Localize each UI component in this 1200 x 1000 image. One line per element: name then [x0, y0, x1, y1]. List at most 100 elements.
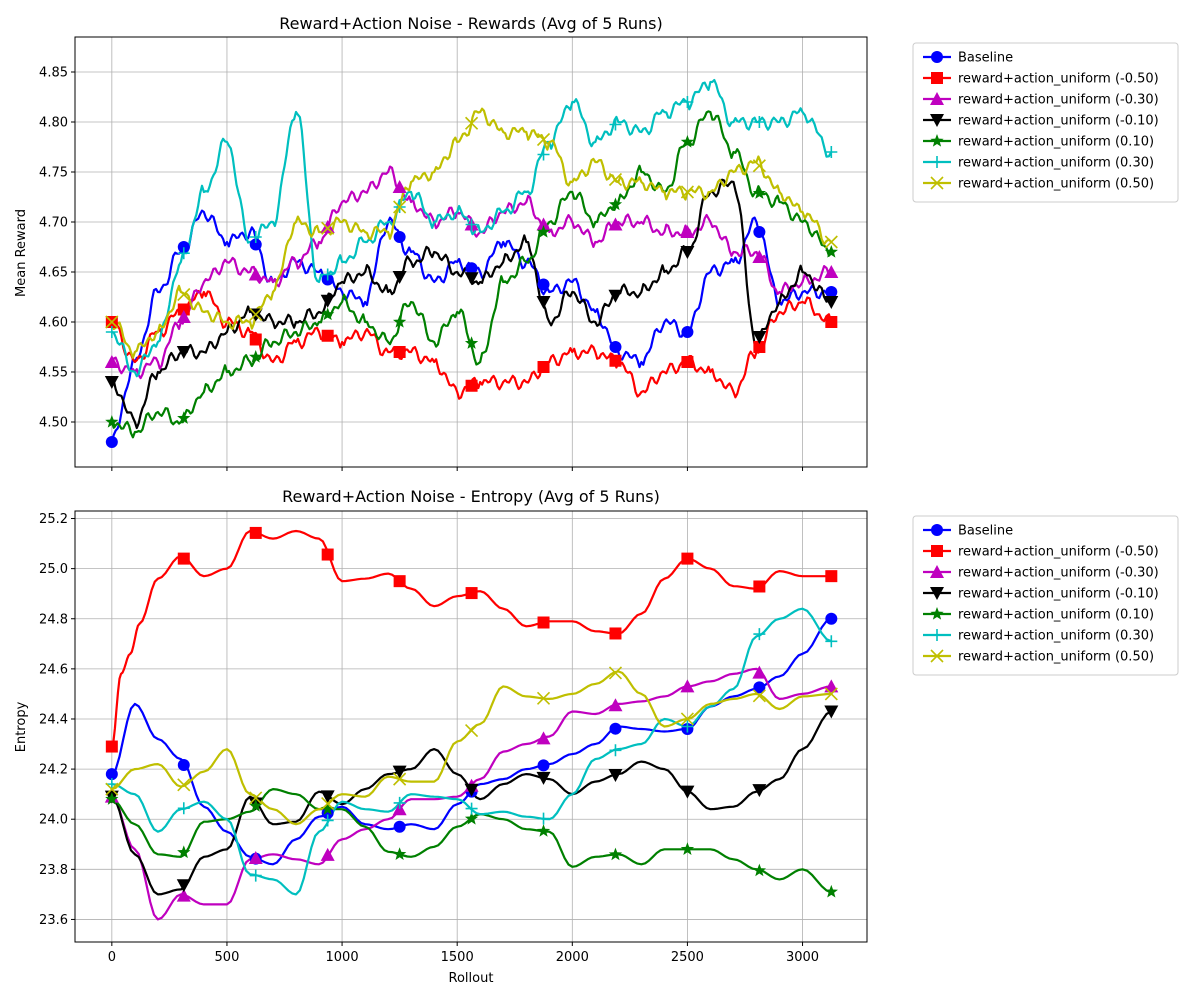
- rewards-data-point: [681, 356, 694, 368]
- entropy-x-tick-label: 3000: [786, 950, 819, 965]
- rewards-data-point: [249, 333, 262, 346]
- rewards-data-point: [105, 415, 119, 428]
- entropy-y-tick-label: 25.2: [39, 512, 68, 527]
- entropy-data-point: [176, 888, 191, 902]
- entropy-data-point: [753, 628, 766, 641]
- rewards-data-point: [753, 341, 766, 353]
- entropy-data-point: [105, 792, 119, 805]
- rewards-data-point: [249, 350, 263, 363]
- entropy-y-tick-label: 23.8: [39, 863, 68, 878]
- entropy-data-point: [825, 570, 838, 583]
- entropy-data-point: [465, 802, 478, 815]
- entropy-x-tick-label: 1500: [441, 950, 474, 965]
- rewards-y-tick-label: 4.75: [39, 166, 68, 181]
- rewards-data-point: [105, 326, 118, 338]
- entropy-data-point: [752, 665, 767, 679]
- entropy-data-point: [321, 548, 334, 561]
- rewards-chart-panel: Reward+Action Noise - Rewards (Avg of 5 …: [14, 14, 1179, 471]
- rewards-data-point: [249, 238, 262, 251]
- entropy-legend-item: reward+action_uniform (0.30): [923, 629, 1154, 644]
- rewards-series-line-baseline: [110, 209, 832, 443]
- rewards-data-point: [249, 307, 263, 322]
- entropy-data-point: [680, 842, 695, 855]
- rewards-data-point: [537, 148, 550, 161]
- entropy-chart-panel: Reward+Action Noise - Entropy (Avg of 5 …: [14, 487, 1179, 986]
- entropy-x-tick-label: 1000: [326, 950, 359, 965]
- rewards-legend-item: reward+action_uniform (0.10): [923, 134, 1154, 150]
- entropy-series-line-reward-action-uniform-0-50: [110, 529, 832, 747]
- rewards-data-point: [609, 118, 622, 131]
- rewards-data-point: [825, 286, 838, 298]
- entropy-data-point: [536, 771, 551, 785]
- rewards-ticks: 4.50 4.55 4.60 4.65 4.70 4.75 4.80 4.85: [39, 66, 804, 471]
- rewards-data-point: [321, 329, 334, 342]
- entropy-y-axis-label: Entropy: [14, 701, 29, 752]
- entropy-data-point: [680, 785, 695, 799]
- rewards-data-point: [177, 411, 191, 424]
- entropy-legend-label: reward+action_uniform (-0.30): [958, 566, 1159, 581]
- entropy-legend-marker: [931, 629, 943, 641]
- entropy-data-point: [393, 796, 406, 809]
- entropy-y-tick-label: 24.4: [39, 712, 68, 727]
- entropy-data-point: [464, 783, 479, 797]
- rewards-legend-label: reward+action_uniform (-0.30): [958, 93, 1159, 108]
- entropy-data-point: [825, 612, 838, 625]
- rewards-data-point: [105, 436, 118, 448]
- rewards-data-point: [681, 96, 694, 108]
- entropy-data-point: [392, 847, 407, 860]
- entropy-data-point: [321, 814, 334, 827]
- rewards-data-point: [536, 296, 551, 309]
- rewards-y-axis-label: Mean Reward: [14, 209, 29, 297]
- entropy-data-point: [680, 679, 695, 693]
- rewards-data-point: [465, 262, 478, 275]
- rewards-data-point: [609, 354, 622, 367]
- rewards-data-point: [536, 217, 551, 231]
- entropy-data-point: [249, 869, 262, 882]
- rewards-y-tick-label: 4.55: [39, 366, 68, 381]
- entropy-legend-item: reward+action_uniform (0.50): [923, 649, 1154, 665]
- entropy-y-tick-label: 23.6: [39, 913, 68, 928]
- rewards-legend-marker: [930, 134, 944, 147]
- entropy-data-point: [465, 724, 479, 738]
- entropy-data-point: [753, 580, 766, 593]
- rewards-chart-title: Reward+Action Noise - Rewards (Avg of 5 …: [279, 14, 663, 33]
- entropy-legend-label: reward+action_uniform (0.10): [958, 608, 1154, 623]
- entropy-markers-reward-action-uniform-0-10: [104, 705, 839, 893]
- entropy-data-point: [608, 698, 623, 712]
- entropy-legend-marker: [930, 649, 944, 663]
- entropy-data-point: [321, 806, 334, 819]
- rewards-legend-label: reward+action_uniform (0.30): [958, 156, 1154, 171]
- rewards-data-point: [681, 326, 694, 338]
- entropy-data-point: [393, 575, 406, 588]
- entropy-data-point: [177, 778, 191, 792]
- entropy-data-point: [536, 731, 551, 745]
- rewards-legend-item: reward+action_uniform (0.50): [923, 176, 1154, 192]
- entropy-data-point: [536, 824, 551, 837]
- rewards-data-point: [176, 346, 191, 359]
- entropy-y-tick-label: 24.8: [39, 612, 68, 627]
- rewards-data-point: [752, 186, 767, 199]
- rewards-y-tick-label: 4.65: [39, 266, 68, 281]
- entropy-data-point: [537, 812, 550, 825]
- rewards-data-point: [321, 268, 334, 281]
- entropy-data-point: [248, 851, 263, 865]
- rewards-legend-marker: [931, 156, 943, 168]
- rewards-data-point: [392, 315, 407, 328]
- entropy-data-point: [249, 799, 263, 812]
- rewards-data-point: [320, 220, 335, 233]
- entropy-markers-reward-action-uniform-0-50: [105, 666, 838, 811]
- rewards-data-point: [393, 231, 406, 243]
- entropy-x-axis-label: Rollout: [449, 971, 494, 986]
- entropy-data-point: [465, 587, 478, 600]
- entropy-data-point: [608, 666, 623, 680]
- rewards-legend-marker: [931, 51, 943, 63]
- entropy-plot-frame: [74, 510, 868, 943]
- entropy-data-point: [681, 552, 694, 565]
- entropy-data-point: [105, 768, 118, 781]
- entropy-data-point: [609, 744, 622, 757]
- rewards-series-line-reward-action-uniform-0-30: [110, 165, 833, 380]
- entropy-legend-marker: [930, 607, 944, 620]
- entropy-y-tick-label: 24.0: [39, 813, 68, 828]
- rewards-data-point: [177, 241, 190, 253]
